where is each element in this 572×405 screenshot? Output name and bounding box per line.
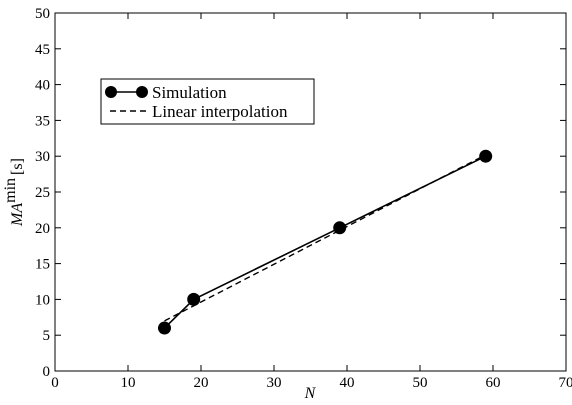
y-tick-label: 5 xyxy=(43,328,51,344)
legend-simulation-marker-left xyxy=(105,86,117,98)
svg-text:MAmin[s]: MAmin [s] xyxy=(2,158,26,227)
legend-box xyxy=(100,78,315,125)
x-tick-label: 30 xyxy=(267,375,282,391)
series-line-simulation xyxy=(163,155,487,329)
y-tick-label: 15 xyxy=(35,257,50,273)
x-tick-label: 50 xyxy=(413,375,428,391)
y-tick-label: 10 xyxy=(35,292,50,308)
y-tick-label: 0 xyxy=(43,364,51,380)
simulation-point xyxy=(479,149,493,163)
y-axis-label-unit: [s] xyxy=(9,158,26,175)
y-tick-label: 35 xyxy=(35,113,50,129)
y-tick-label: 40 xyxy=(35,78,50,94)
y-tick-label: 25 xyxy=(35,185,50,201)
x-tick-label: 70 xyxy=(559,375,572,391)
x-tick-label: 20 xyxy=(194,375,209,391)
y-axis-ticks: 0 5 10 15 20 25 30 35 40 45 50 xyxy=(35,6,566,380)
x-tick-label: 60 xyxy=(486,375,501,391)
simulation-point xyxy=(187,292,201,306)
legend-interpolation-label: Linear interpolation xyxy=(152,102,288,121)
x-tick-label: 0 xyxy=(51,375,59,391)
series-layer xyxy=(158,149,493,335)
plot-frame xyxy=(54,12,567,372)
x-axis-ticks: 0 10 20 30 40 50 60 70 xyxy=(51,13,572,391)
legend-simulation-label: Simulation xyxy=(152,83,227,102)
y-tick-label: 20 xyxy=(35,221,50,237)
legend-simulation-marker-right xyxy=(136,86,148,98)
simulation-point xyxy=(333,221,347,235)
y-tick-label: 45 xyxy=(35,42,50,58)
x-tick-label: 40 xyxy=(340,375,355,391)
legend: Simulation Linear interpolation xyxy=(100,78,315,125)
x-tick-label: 10 xyxy=(121,375,136,391)
y-axis-label-sup: min xyxy=(2,178,19,203)
x-axis-label: N xyxy=(304,385,317,402)
y-axis-label: MAmin [s] xyxy=(2,158,26,227)
y-tick-label: 30 xyxy=(35,149,50,165)
y-tick-label: 50 xyxy=(35,6,50,22)
simulation-point xyxy=(158,321,171,335)
y-axis-label-main: MA xyxy=(9,203,26,227)
